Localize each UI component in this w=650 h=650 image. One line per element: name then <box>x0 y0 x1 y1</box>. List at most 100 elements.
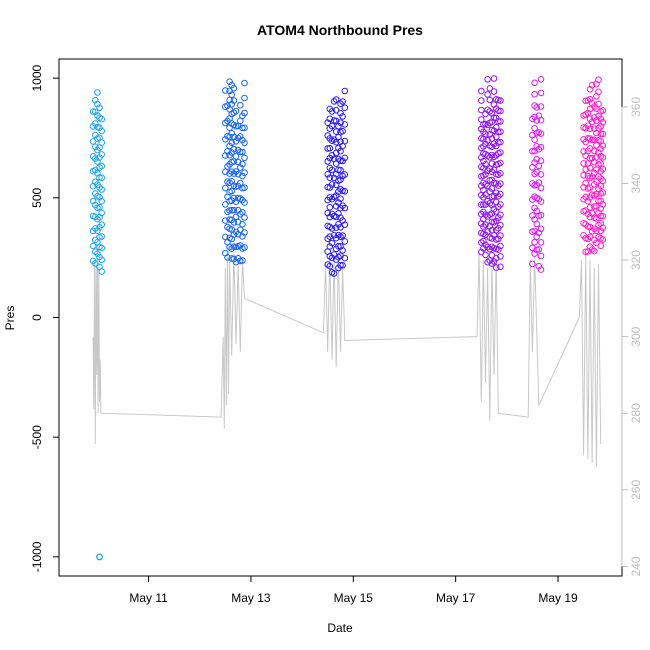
y-tick-label-right: 300 <box>629 326 643 346</box>
data-point <box>89 108 97 115</box>
data-point <box>591 169 598 177</box>
data-point <box>599 201 607 208</box>
data-point <box>599 189 607 196</box>
data-point <box>537 157 545 165</box>
data-point <box>222 119 229 127</box>
data-point <box>239 148 246 156</box>
data-point <box>488 235 496 242</box>
data-point <box>89 153 97 160</box>
data-point <box>341 238 349 245</box>
data-point <box>228 139 235 147</box>
data-point <box>490 75 498 82</box>
data-point <box>591 225 598 233</box>
data-point <box>595 197 602 205</box>
data-point <box>98 174 105 182</box>
y-tick-label-left: -1000 <box>30 541 44 572</box>
data-point <box>332 96 340 103</box>
data-point <box>332 128 340 135</box>
data-point <box>537 143 545 151</box>
data-point <box>482 251 489 259</box>
data-point <box>337 195 344 202</box>
data-point <box>98 139 105 146</box>
data-point <box>586 154 594 162</box>
data-point <box>228 245 235 252</box>
data-point <box>484 76 491 83</box>
data-point <box>531 90 538 98</box>
data-point <box>232 138 240 145</box>
data-point <box>341 188 349 195</box>
data-point <box>341 154 349 162</box>
data-point <box>597 242 605 250</box>
data-point <box>478 87 485 95</box>
data-point <box>490 114 498 121</box>
data-point <box>593 227 600 234</box>
y-tick-label-right: 260 <box>629 480 643 500</box>
data-point <box>328 195 336 203</box>
data-point <box>226 133 233 141</box>
data-point <box>597 160 605 167</box>
data-point <box>326 233 334 240</box>
data-point <box>482 201 489 208</box>
data-point <box>531 113 538 121</box>
data-point <box>230 194 238 202</box>
data-point <box>497 159 504 167</box>
temperature-line <box>92 252 602 467</box>
data-point <box>497 118 504 125</box>
data-point <box>326 164 334 172</box>
data-point <box>96 204 103 211</box>
data-point <box>94 89 101 96</box>
data-point <box>497 149 504 156</box>
data-point <box>582 179 590 187</box>
data-point <box>239 160 246 168</box>
data-point <box>486 85 494 92</box>
data-point <box>222 168 229 176</box>
data-point <box>584 135 592 142</box>
data-point <box>580 160 587 167</box>
data-point <box>339 262 346 269</box>
data-point <box>586 233 594 241</box>
data-point <box>586 125 594 132</box>
data-point <box>482 221 489 228</box>
data-point <box>326 115 334 123</box>
data-point <box>478 201 485 208</box>
data-point <box>490 140 498 148</box>
data-point <box>588 173 596 180</box>
data-point <box>599 118 607 126</box>
data-point <box>332 117 340 125</box>
data-point <box>222 87 229 94</box>
data-point <box>230 85 238 92</box>
y-tick-label-right: 360 <box>629 97 643 117</box>
y-tick-label-right: 320 <box>629 250 643 270</box>
data-point <box>89 242 97 250</box>
data-point <box>490 127 498 134</box>
data-point <box>529 147 536 155</box>
data-point <box>339 113 346 120</box>
data-point <box>335 122 342 130</box>
data-point <box>586 204 594 211</box>
data-point <box>486 96 494 104</box>
data-point <box>484 137 491 144</box>
data-point <box>497 128 504 136</box>
data-point <box>537 198 545 205</box>
data-point <box>241 124 248 132</box>
data-point <box>92 143 99 151</box>
data-point <box>582 166 590 173</box>
data-point <box>341 121 349 128</box>
data-point <box>595 173 602 180</box>
data-point <box>599 142 607 149</box>
data-point <box>230 170 238 177</box>
data-point <box>599 107 607 114</box>
data-point <box>324 261 332 268</box>
y-axis-right: 240 260 280 300 320 340 360 <box>621 97 643 576</box>
data-point <box>337 176 344 183</box>
data-point <box>497 180 504 187</box>
data-point <box>482 140 489 148</box>
data-point <box>341 104 349 111</box>
data-point <box>326 203 334 211</box>
data-point <box>478 106 485 114</box>
data-point <box>224 102 231 110</box>
data-point <box>92 236 99 244</box>
data-point <box>495 246 502 253</box>
data-point <box>92 248 99 256</box>
